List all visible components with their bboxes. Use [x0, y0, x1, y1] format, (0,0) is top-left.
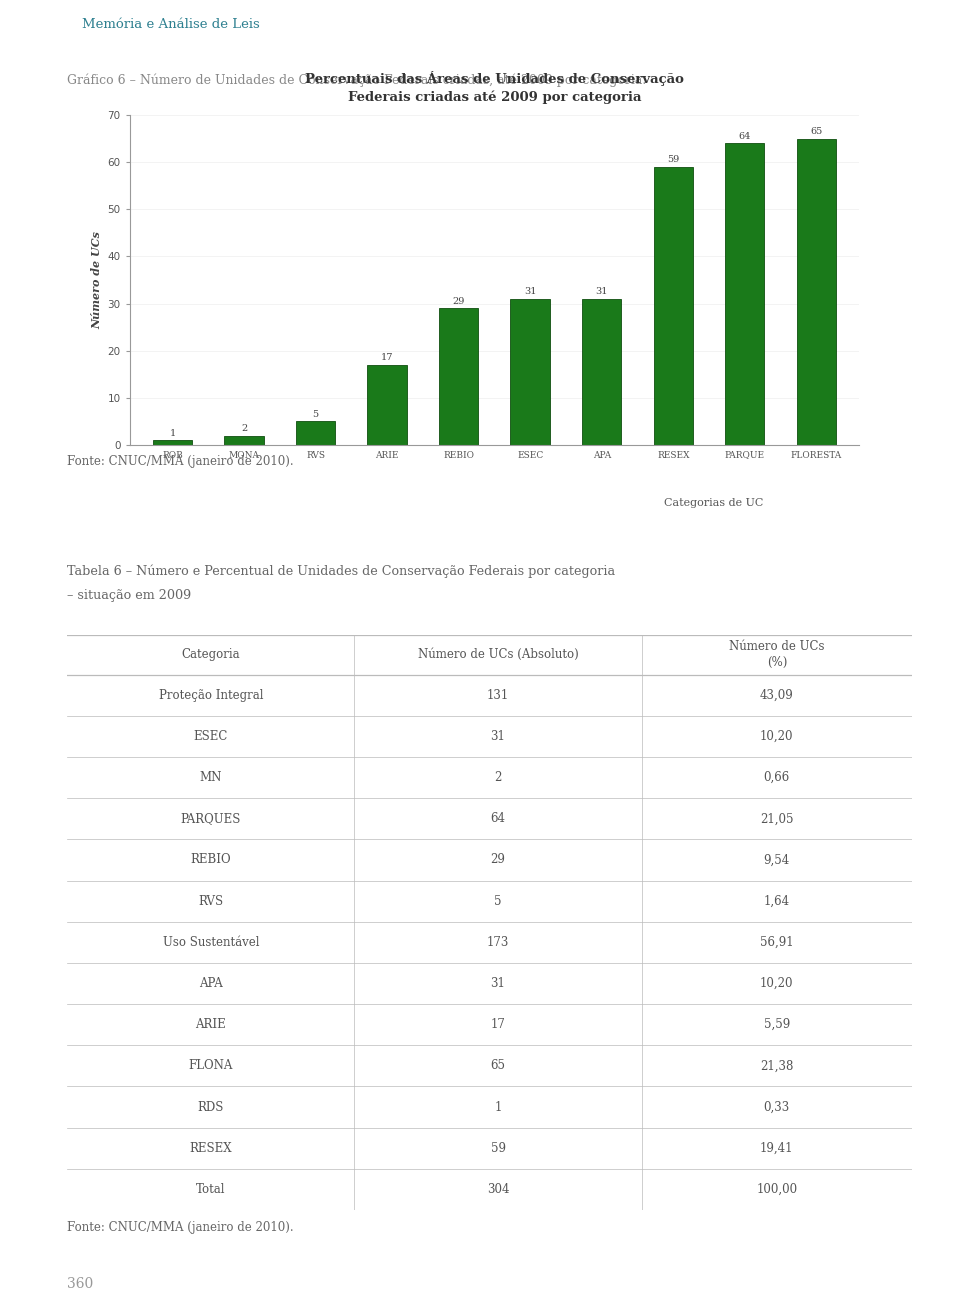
Text: 0,66: 0,66 — [764, 771, 790, 784]
Text: – situação em 2009: – situação em 2009 — [67, 589, 191, 602]
Bar — [511, 298, 550, 445]
Text: 17: 17 — [381, 353, 394, 363]
Text: 9,54: 9,54 — [764, 853, 790, 867]
Text: Total: Total — [196, 1183, 226, 1196]
Text: RDS: RDS — [198, 1101, 224, 1114]
Text: 64: 64 — [738, 132, 751, 141]
Bar — [654, 166, 693, 445]
Text: Categoria: Categoria — [181, 648, 240, 661]
Text: 5,59: 5,59 — [764, 1018, 790, 1031]
Y-axis label: Número de UCs: Número de UCs — [91, 232, 102, 329]
Text: 43,09: 43,09 — [760, 689, 794, 702]
Bar — [797, 139, 836, 445]
Text: 2: 2 — [241, 424, 247, 433]
Text: 1: 1 — [169, 429, 176, 439]
Text: 65: 65 — [810, 127, 823, 136]
Text: 100,00: 100,00 — [756, 1183, 798, 1196]
Text: 360: 360 — [67, 1278, 93, 1291]
Text: Proteção Integral: Proteção Integral — [158, 689, 263, 702]
Text: 5: 5 — [313, 410, 319, 419]
Bar — [725, 143, 764, 445]
Text: 29: 29 — [491, 853, 506, 867]
Text: 31: 31 — [491, 977, 506, 990]
Text: 64: 64 — [491, 813, 506, 825]
Text: RESEX: RESEX — [189, 1141, 232, 1155]
Text: 10,20: 10,20 — [760, 730, 794, 744]
Text: PARQUES: PARQUES — [180, 813, 241, 825]
Bar — [153, 440, 192, 445]
Text: ESEC: ESEC — [194, 730, 228, 744]
Bar — [296, 421, 335, 445]
Text: 59: 59 — [667, 156, 680, 165]
Text: REBIO: REBIO — [190, 853, 231, 867]
Text: Memória e Análise de Leis: Memória e Análise de Leis — [82, 18, 259, 31]
Text: 131: 131 — [487, 689, 509, 702]
Text: 304: 304 — [487, 1183, 510, 1196]
Text: APA: APA — [199, 977, 223, 990]
Text: Gráfico 6 – Número de Unidades de Conservação Federais criadas, até 2009 por cat: Gráfico 6 – Número de Unidades de Conser… — [67, 73, 646, 88]
Text: 1,64: 1,64 — [764, 894, 790, 907]
Text: 31: 31 — [491, 730, 506, 744]
Text: 21,05: 21,05 — [760, 813, 794, 825]
Text: ARIE: ARIE — [196, 1018, 227, 1031]
Text: 59: 59 — [491, 1141, 506, 1155]
Text: FLONA: FLONA — [188, 1059, 233, 1072]
Text: 10,20: 10,20 — [760, 977, 794, 990]
Text: 56,91: 56,91 — [760, 936, 794, 949]
Text: Fonte: CNUC/MMA (janeiro de 2010).: Fonte: CNUC/MMA (janeiro de 2010). — [67, 1220, 294, 1233]
Text: 173: 173 — [487, 936, 509, 949]
Title: Percentuais das Áreas de Unidades de Conservação
Federais criadas até 2009 por c: Percentuais das Áreas de Unidades de Con… — [305, 72, 684, 105]
Text: 31: 31 — [595, 288, 608, 297]
Bar — [225, 436, 264, 445]
Bar — [439, 309, 478, 445]
Text: Número de UCs (Absoluto): Número de UCs (Absoluto) — [418, 648, 579, 661]
Text: 19,41: 19,41 — [760, 1141, 794, 1155]
Text: 31: 31 — [524, 288, 537, 297]
Text: Uso Sustentável: Uso Sustentável — [162, 936, 259, 949]
Bar — [582, 298, 621, 445]
Text: 5: 5 — [494, 894, 502, 907]
Text: 17: 17 — [491, 1018, 506, 1031]
Text: 1: 1 — [494, 1101, 502, 1114]
Text: 0,33: 0,33 — [764, 1101, 790, 1114]
Text: 65: 65 — [491, 1059, 506, 1072]
Text: MN: MN — [200, 771, 222, 784]
Text: RVS: RVS — [199, 894, 224, 907]
Text: Número de UCs
(%): Número de UCs (%) — [729, 640, 825, 669]
Text: 2: 2 — [494, 771, 502, 784]
Text: Categorias de UC: Categorias de UC — [663, 497, 763, 508]
Text: 21,38: 21,38 — [760, 1059, 794, 1072]
Text: Tabela 6 – Número e Percentual de Unidades de Conservação Federais por categoria: Tabela 6 – Número e Percentual de Unidad… — [67, 564, 615, 577]
Text: Fonte: CNUC/MMA (janeiro de 2010).: Fonte: CNUC/MMA (janeiro de 2010). — [67, 456, 294, 469]
Text: 29: 29 — [452, 297, 465, 306]
Bar — [368, 365, 407, 445]
